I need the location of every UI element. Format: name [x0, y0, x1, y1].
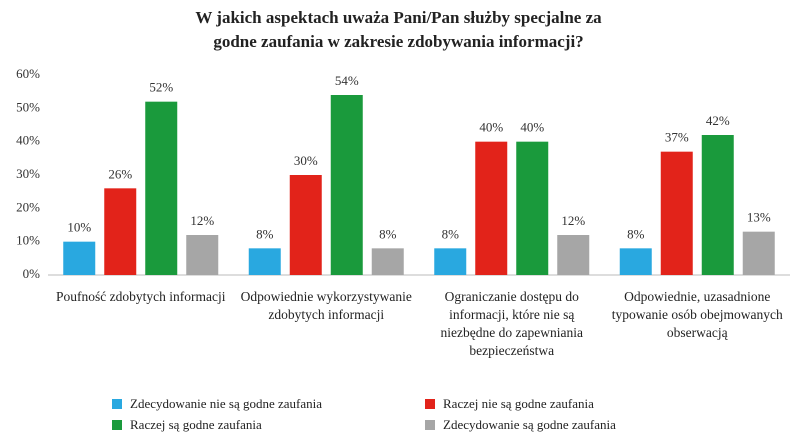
- y-tick-label: 60%: [16, 66, 40, 81]
- bar: [104, 188, 137, 275]
- y-tick-label: 30%: [16, 166, 40, 181]
- value-label: 10%: [67, 220, 91, 235]
- bar: [145, 101, 178, 276]
- legend-item: Zdecydowanie są godne zaufania: [425, 417, 616, 433]
- y-tick-label: 10%: [16, 233, 40, 248]
- bar: [742, 231, 775, 275]
- legend-swatch: [112, 420, 122, 430]
- value-label: 40%: [520, 120, 544, 135]
- x-tick-label: Poufność zdobytych informacji: [56, 289, 226, 304]
- value-label: 8%: [256, 226, 274, 241]
- value-label: 8%: [442, 226, 460, 241]
- value-label: 54%: [335, 73, 359, 88]
- bar: [701, 135, 734, 275]
- value-label: 8%: [379, 226, 397, 241]
- bar: [434, 248, 467, 275]
- chart-title: W jakich aspektach uważa Pani/Pan służby…: [195, 8, 602, 51]
- legend-label: Raczej nie są godne zaufania: [443, 396, 594, 411]
- legend-label: Zdecydowanie nie są godne zaufania: [130, 396, 323, 411]
- bar: [289, 175, 322, 275]
- bar: [516, 141, 549, 275]
- legend-label: Raczej są godne zaufania: [130, 417, 262, 432]
- bar: [63, 241, 96, 275]
- x-tick-label: Odpowiednie wykorzystywanie zdobytych in…: [240, 289, 412, 322]
- legend-item: Raczej nie są godne zaufania: [425, 396, 594, 412]
- legend-item: Zdecydowanie nie są godne zaufania: [112, 396, 322, 412]
- bar: [619, 248, 652, 275]
- value-label: 42%: [706, 113, 730, 128]
- bar: [660, 151, 693, 275]
- y-tick-label: 40%: [16, 133, 40, 148]
- legend-item: Raczej są godne zaufania: [112, 417, 262, 433]
- bar: [557, 235, 590, 275]
- bar: [248, 248, 281, 275]
- title-box: W jakich aspektach uważa Pani/Pan służby…: [0, 6, 797, 54]
- value-label: 52%: [149, 80, 173, 95]
- value-label: 12%: [190, 213, 214, 228]
- x-tick-label: Ograniczanie dostępu do informacji, któr…: [440, 289, 583, 358]
- bar: [371, 248, 404, 275]
- bar: [186, 235, 219, 275]
- value-label: 13%: [747, 210, 771, 225]
- value-label: 37%: [665, 130, 689, 145]
- x-tick-label: Odpowiednie, uzasadnione typowanie osób …: [611, 289, 783, 340]
- bar: [475, 141, 508, 275]
- value-label: 30%: [294, 153, 318, 168]
- y-tick-label: 0%: [23, 266, 41, 281]
- y-tick-label: 20%: [16, 199, 40, 214]
- y-tick-label: 50%: [16, 99, 40, 114]
- value-label: 40%: [479, 120, 503, 135]
- value-label: 8%: [627, 226, 645, 241]
- legend-swatch: [425, 399, 435, 409]
- value-label: 26%: [108, 166, 132, 181]
- legend-swatch: [112, 399, 122, 409]
- value-label: 12%: [561, 213, 585, 228]
- legend-label: Zdecydowanie są godne zaufania: [443, 417, 616, 432]
- bar: [330, 95, 363, 275]
- legend-swatch: [425, 420, 435, 430]
